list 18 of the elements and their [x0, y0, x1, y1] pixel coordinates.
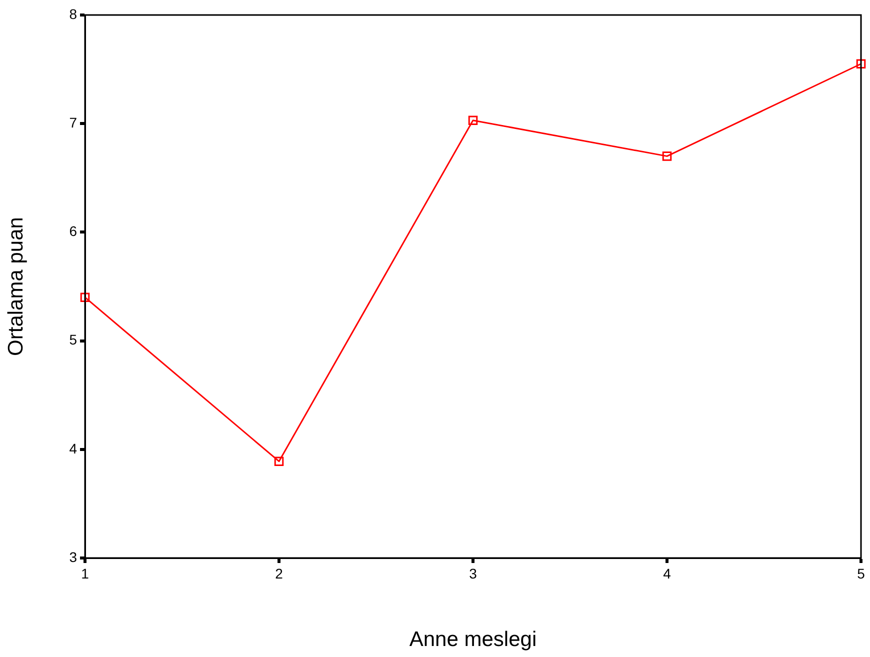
- x-tick-label: 1: [81, 565, 90, 582]
- y-tick-label: 4: [69, 440, 78, 456]
- point: [274, 456, 284, 466]
- x-tick-label: 5: [857, 565, 866, 582]
- y-tick-label: 5: [69, 332, 78, 348]
- point: [856, 59, 866, 69]
- point: [80, 292, 90, 302]
- x-tick-label: 4: [663, 565, 672, 582]
- y-axis-title: Ortalama puan: [4, 217, 28, 356]
- point: [662, 152, 672, 161]
- x-tick-label: 3: [469, 565, 478, 582]
- y-tick-label: 7: [69, 114, 78, 130]
- y-tick-label: 8: [69, 6, 78, 22]
- y-tick-label: 6: [69, 223, 78, 240]
- x-tick-label: 2: [275, 565, 284, 582]
- y-tick-label: 3: [69, 548, 78, 565]
- point: [468, 116, 478, 125]
- x-axis-title: Anne meslegi: [409, 628, 537, 652]
